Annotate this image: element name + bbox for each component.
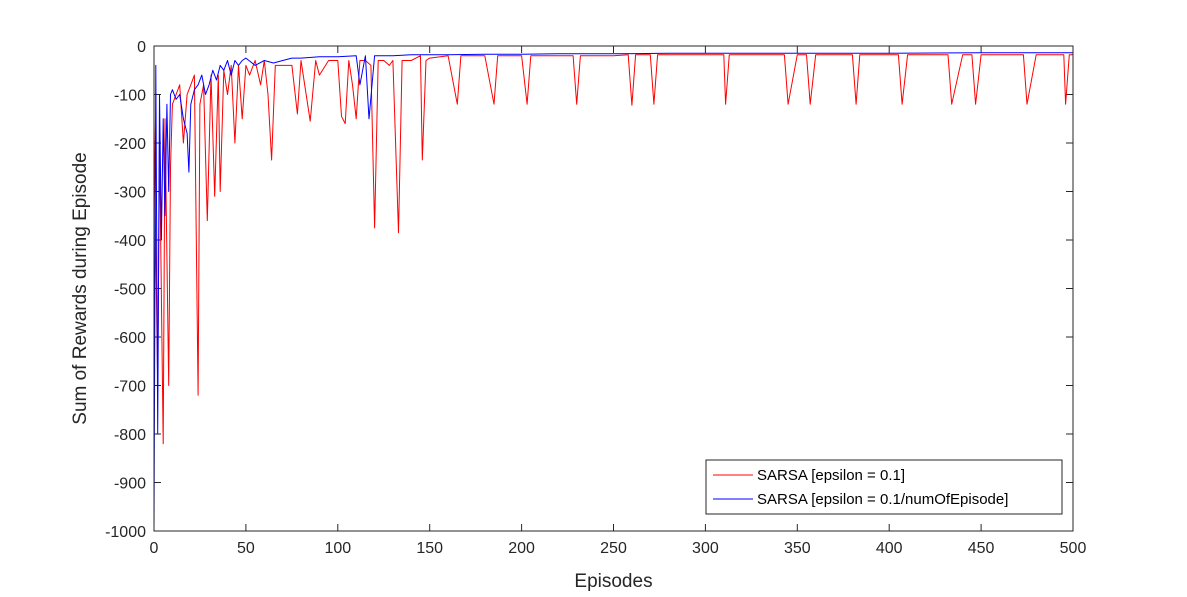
plot-frame [153,45,1074,532]
x-tick-label: 50 [237,540,255,557]
series-line-red [153,54,1073,445]
y-tick-label: -1000 [105,524,146,541]
x-tick-label: 500 [1060,540,1087,557]
x-tick-label: 350 [784,540,811,557]
x-axis-label: Episodes [574,571,652,592]
y-tick-label: -200 [114,136,146,153]
y-tick-label: -500 [114,282,146,299]
legend-label-red: SARSA [epsilon = 0.1] [757,467,905,484]
y-tick-label: -600 [114,330,146,347]
y-tick-label: -300 [114,185,146,202]
x-axis-ticks: 0 50 100 150 200 250 300 350 400 450 500 [150,46,1087,557]
series-line-blue [153,52,1073,532]
y-tick-label: 0 [137,39,146,56]
y-axis-ticks: 0 -100 -200 -300 -400 -500 -600 -700 -800 -900 -10… [105,39,1073,541]
y-tick-label: -100 [114,88,146,105]
x-tick-label: 200 [508,540,535,557]
legend-box [705,459,1063,515]
y-tick-label: -900 [114,476,146,493]
y-tick-label: -700 [114,379,146,396]
y-tick-label: -800 [114,427,146,444]
legend-label-blue: SARSA [epsilon = 0.1/numOfEpisode] [757,491,1008,508]
x-tick-label: 450 [968,540,995,557]
x-tick-label: 300 [692,540,719,557]
x-tick-label: 0 [150,540,159,557]
x-tick-label: 150 [416,540,443,557]
x-tick-label: 250 [600,540,627,557]
legend: SARSA [epsilon = 0.1] SARSA [epsilon = 0… [705,459,1063,515]
series-layer [153,52,1073,532]
x-tick-label: 100 [324,540,351,557]
y-tick-label: -400 [114,233,146,250]
y-axis-label: Sum of Rewards during Episode [70,152,91,424]
x-tick-label: 400 [876,540,903,557]
